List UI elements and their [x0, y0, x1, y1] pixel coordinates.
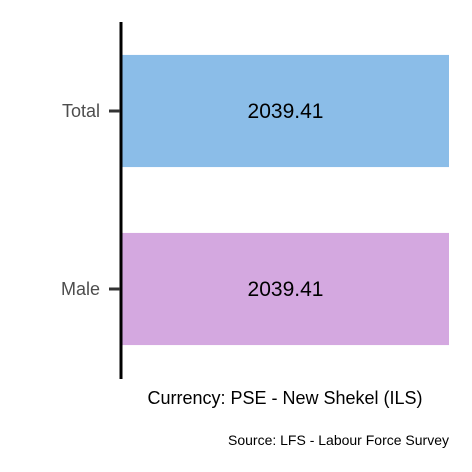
data-label-total: 2039.41: [248, 100, 324, 123]
data-label-male: 2039.41: [248, 278, 324, 301]
y-tick-label-total: Total: [62, 101, 100, 121]
bar-total: [122, 54, 449, 168]
bar-male: [122, 232, 449, 346]
source-caption: Source: LFS - Labour Force Survey: [228, 432, 449, 448]
y-tick-label-male: Male: [61, 279, 100, 299]
y-ticks-group: Total Male: [61, 101, 120, 299]
bars-group: [122, 54, 449, 346]
data-labels-group: 2039.41 2039.41: [248, 100, 324, 301]
x-axis-title: Currency: PSE - New Shekel (ILS): [147, 388, 422, 408]
